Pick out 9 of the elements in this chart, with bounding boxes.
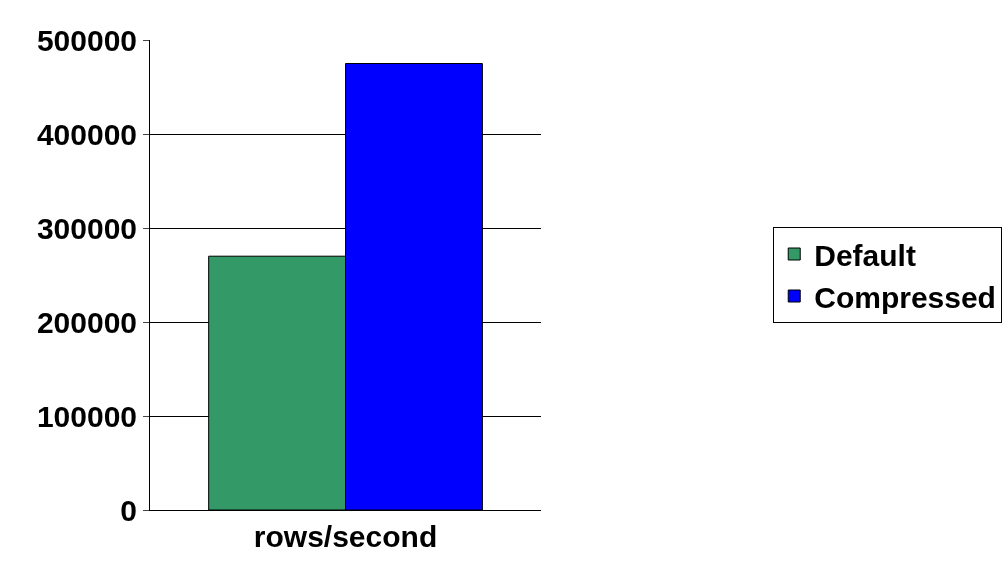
y-tick-label: 200000: [36, 305, 137, 339]
y-tick-label: 500000: [36, 23, 137, 57]
legend-label: Default: [814, 238, 916, 272]
y-tick-label: 100000: [36, 399, 137, 433]
x-tick-label: rows/second: [253, 520, 438, 553]
y-tick-label: 400000: [36, 117, 137, 151]
y-tick-label: 0: [120, 493, 137, 527]
legend-label: Compressed: [814, 280, 996, 314]
y-tick-label: 300000: [36, 211, 137, 245]
